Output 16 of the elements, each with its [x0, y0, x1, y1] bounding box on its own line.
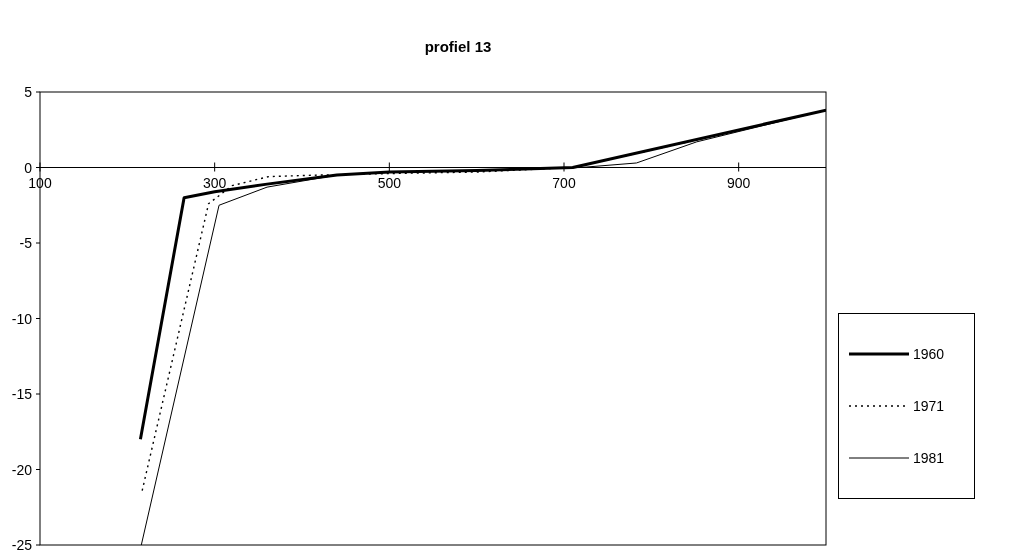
- x-tick-label: 300: [202, 174, 227, 191]
- y-tick-label: -10: [11, 310, 33, 327]
- legend-label: 1981: [913, 450, 945, 466]
- y-tick-label: 5: [24, 84, 33, 100]
- x-tick-label: 900: [726, 174, 751, 191]
- x-tick-label: 100: [28, 174, 52, 191]
- y-tick-label: -15: [11, 386, 33, 402]
- y-tick-label: -20: [11, 461, 33, 478]
- y-tick-label: -5: [19, 235, 33, 251]
- x-tick-label: 500: [377, 174, 402, 191]
- legend-label: 1971: [913, 398, 945, 414]
- y-tick-label: 0: [24, 159, 33, 176]
- legend-label: 1960: [913, 346, 945, 362]
- chart-title: profiel 13: [423, 38, 493, 55]
- y-tick-label: -25: [11, 537, 33, 551]
- x-tick-label: 700: [552, 174, 576, 191]
